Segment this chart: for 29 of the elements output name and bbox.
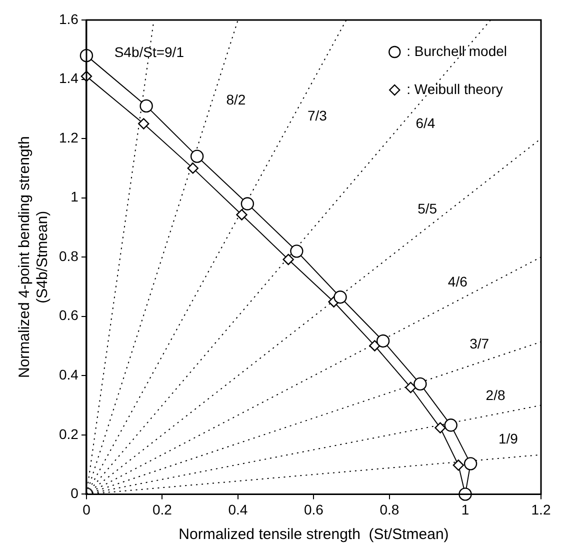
series-label: 6/4 [416,115,436,132]
legend-label: : Weibull theory [406,80,503,97]
y-tick-label: 1 [70,188,79,205]
y-axis-title: Normalized 4-point bending strength (S4b/Stmean) [16,136,52,378]
x-tick-label: 0.8 [380,501,400,518]
y-tick-label: 0 [70,485,79,502]
y-tick-label: 0.6 [58,307,79,324]
series-label: 7/3 [307,107,328,124]
series-label: 8/2 [226,91,246,108]
x-tick-label: 0.2 [152,501,172,518]
series-label: 1/9 [498,430,518,446]
series-label: 3/7 [470,335,490,352]
y-tick-label: 0.4 [58,366,79,383]
y-tick-label: 1.4 [58,70,79,86]
y-tick-label: 0.2 [58,426,79,442]
x-tick-label: 0 [82,501,91,518]
x-tick-label: 1 [461,501,470,518]
series-label: 4/6 [448,273,468,290]
series-label: 2/8 [486,387,506,404]
series-label: 5/5 [418,200,438,216]
y-tick-label: 1.2 [58,129,79,146]
x-axis-title: Normalized tensile strength (St/Stmean) [178,526,449,544]
y-tick-label: 0.8 [58,248,79,264]
x-tick-label: 1.2 [531,501,551,518]
y-tick-label: 1.6 [58,10,79,27]
x-tick-label: 0.4 [228,501,248,518]
legend-label: : Burchell model [406,42,508,59]
series-label: S4b/St=9/1 [114,44,184,60]
x-tick-label: 0.6 [304,501,324,518]
